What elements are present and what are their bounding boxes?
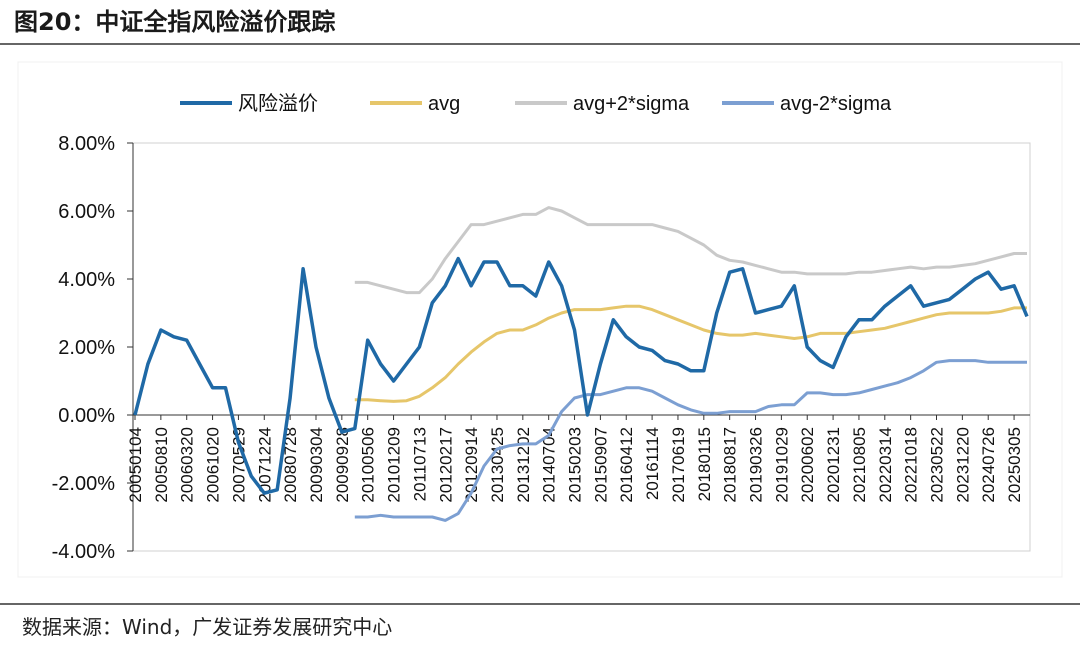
x-tick-label: 20090928 [333,427,352,503]
x-tick-label: 20150203 [566,427,585,503]
x-tick-label: 20200602 [798,427,817,503]
x-tick-label: 20131202 [514,427,533,503]
x-tick-label: 20191029 [772,427,791,503]
x-tick-label: 20190326 [747,427,766,503]
legend-label: avg+2*sigma [573,93,690,115]
x-tick-label: 20160412 [617,427,636,503]
x-tick-label: 20180817 [721,427,740,503]
chart-area [17,61,1063,578]
x-tick-label: 20100506 [359,427,378,503]
y-tick-label: 6.00% [58,201,115,223]
x-tick-label: 20050104 [126,427,145,503]
x-tick-label: 20060320 [178,427,197,503]
series-line [133,256,1029,495]
x-tick-label: 20110713 [410,427,429,501]
x-tick-label: 20101209 [385,427,404,503]
series-line [354,304,1027,403]
x-tick-label: 20090304 [307,427,326,503]
y-tick-label: -2.00% [52,473,116,495]
y-tick-label: 8.00% [58,133,115,155]
x-tick-label: 20070529 [229,427,248,503]
source: 数据来源：Wind，广发证券发展研究中心 [22,615,392,639]
x-tick-label: 20161114 [643,427,662,500]
x-tick-label: 20240726 [979,427,998,503]
legend-label: avg [428,93,460,115]
x-tick-label: 20050810 [152,427,171,503]
x-tick-label: 20150907 [591,427,610,503]
x-tick-label: 20170619 [669,427,688,503]
x-tick-label: 20231220 [953,427,972,503]
y-tick-label: 0.00% [58,405,115,427]
y-tick-label: 2.00% [58,337,115,359]
x-tick-label: 20140704 [540,427,559,503]
x-tick-label: 20201231 [824,427,843,503]
x-tick-label: 20250305 [1005,427,1024,503]
title: 图20：中证全指风险溢价跟踪 [14,8,335,36]
x-tick-label: 20061020 [204,427,223,503]
x-tick-label: 20221018 [902,427,921,503]
x-tick-label: 20071224 [255,427,274,503]
x-tick-label: 20210805 [850,427,869,503]
x-tick-label: 20120217 [436,427,455,503]
x-tick-label: 20180115 [695,427,714,501]
series-line [354,206,1027,295]
x-tick-label: 20230522 [928,427,947,503]
series-line [354,359,1027,522]
x-tick-label: 20220314 [876,427,895,503]
legend-label: 风险溢价 [238,92,318,115]
x-tick-label: 20080728 [281,427,300,503]
legend-label: avg-2*sigma [780,93,892,115]
x-tick-label: 20130425 [488,427,507,503]
y-tick-label: -4.00% [52,541,116,563]
y-tick-label: 4.00% [58,269,115,291]
